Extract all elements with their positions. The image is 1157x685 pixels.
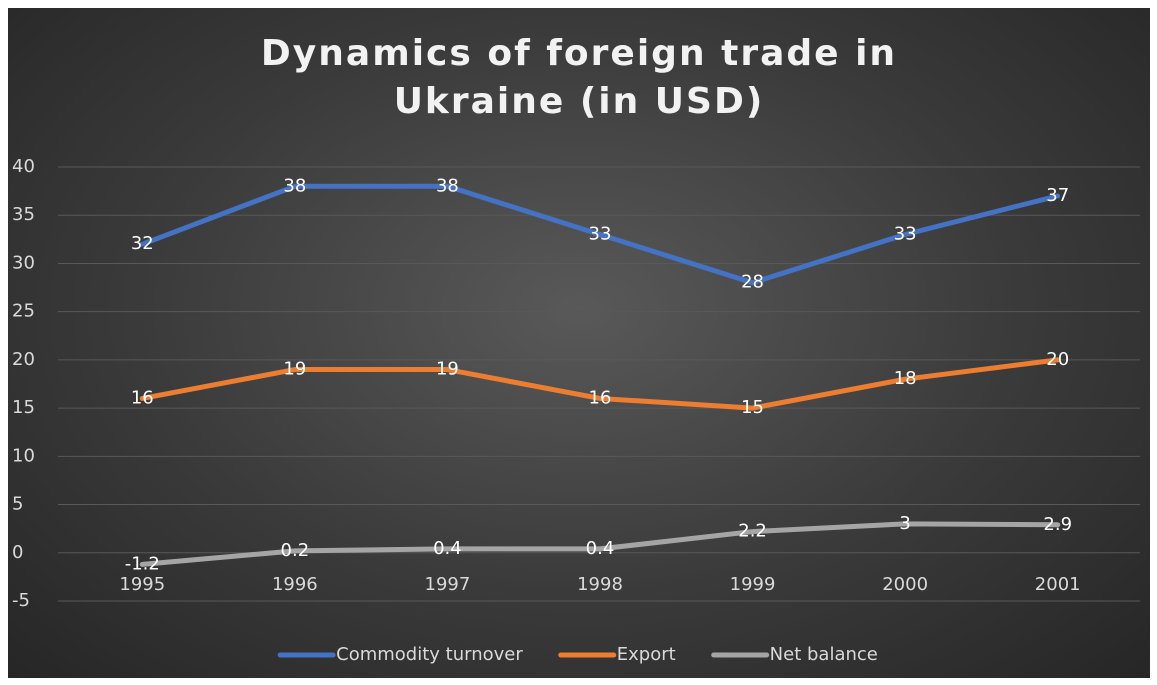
data-label: 0.4 <box>433 538 462 559</box>
x-tick-label: 2001 <box>1035 574 1081 595</box>
legend-label: Net balance <box>770 644 878 665</box>
x-tick-label: 1995 <box>119 574 165 595</box>
data-label: -1.2 <box>125 553 160 574</box>
y-tick-label: 35 <box>12 204 35 225</box>
legend-label: Export <box>617 644 676 665</box>
x-tick-label: 1999 <box>730 574 776 595</box>
series-line <box>139 357 1061 411</box>
y-tick-label: 25 <box>12 301 35 322</box>
y-tick-label: 30 <box>12 252 35 273</box>
data-label: 2.2 <box>738 521 767 542</box>
y-tick-label: 20 <box>12 349 35 370</box>
y-tick-label: 40 <box>12 156 35 177</box>
data-label: 28 <box>741 272 764 293</box>
legend-label: Commodity turnover <box>336 644 523 665</box>
data-label: 32 <box>131 233 154 254</box>
y-tick-label: 10 <box>12 445 35 466</box>
data-label: 18 <box>894 368 917 389</box>
y-tick-label: 5 <box>12 494 23 515</box>
data-label: 33 <box>894 224 917 245</box>
data-label: 0.2 <box>281 540 310 561</box>
data-label: 38 <box>283 175 306 196</box>
series-line <box>139 521 1061 567</box>
y-tick-label: -5 <box>12 590 30 611</box>
series-line <box>139 183 1061 286</box>
x-tick-label: 1997 <box>425 574 471 595</box>
data-label: 33 <box>589 224 612 245</box>
x-tick-label: 1998 <box>577 574 623 595</box>
data-label: 16 <box>589 387 612 408</box>
y-tick-label: 0 <box>12 542 23 563</box>
data-label: 15 <box>741 397 764 418</box>
data-label: 38 <box>436 175 459 196</box>
data-label: 37 <box>1046 185 1069 206</box>
data-label: 0.4 <box>586 538 615 559</box>
x-tick-label: 2000 <box>882 574 928 595</box>
y-tick-label: 15 <box>12 397 35 418</box>
data-label: 2.9 <box>1043 514 1072 535</box>
data-label: 20 <box>1046 349 1069 370</box>
data-label: 16 <box>131 387 154 408</box>
data-label: 19 <box>436 359 459 380</box>
chart-area: Dynamics of foreign trade in Ukraine (in… <box>8 8 1150 678</box>
x-tick-label: 1996 <box>272 574 318 595</box>
chart-title: Dynamics of foreign trade in Ukraine (in… <box>260 33 898 122</box>
data-label: 19 <box>283 359 306 380</box>
data-label: 3 <box>899 513 910 534</box>
